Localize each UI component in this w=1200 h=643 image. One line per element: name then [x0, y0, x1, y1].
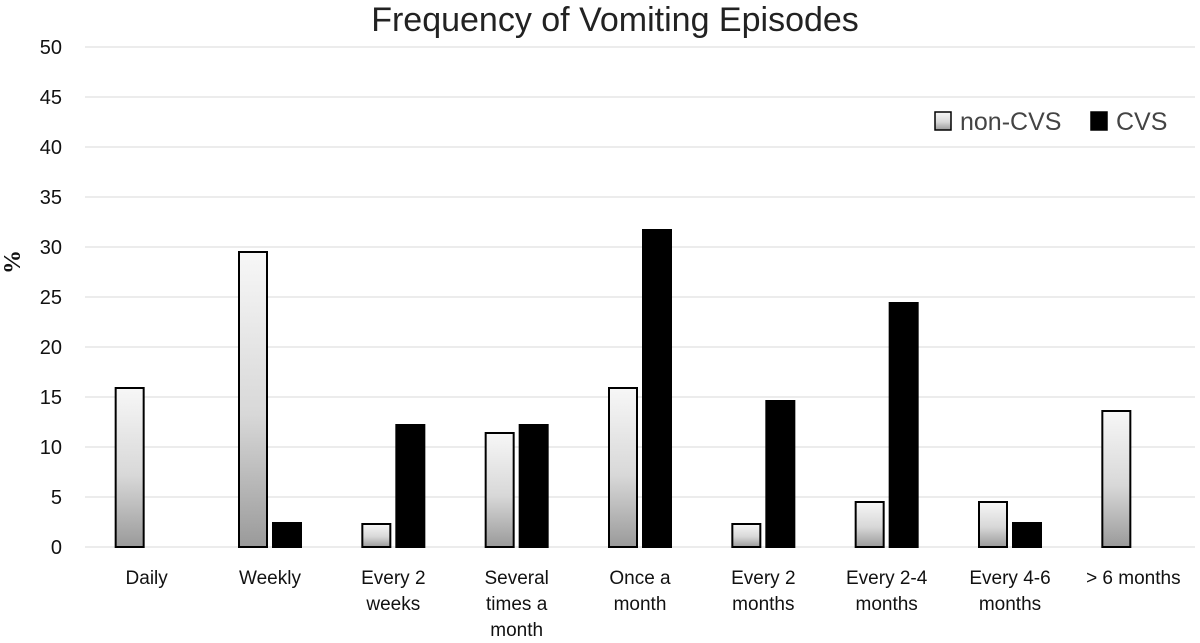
y-tick-label: 5: [51, 487, 62, 509]
bar-non-cvs-1: [238, 251, 268, 548]
bar-cvs-1: [272, 522, 302, 548]
x-tick-label: Several times a month: [484, 568, 548, 641]
y-tick-labels: 0 5 10 15 20 25 30 35 40 45 50: [40, 37, 62, 559]
bar-non-cvs-5: [731, 523, 762, 548]
y-tick-label: 10: [40, 437, 62, 459]
x-tick-label: Daily: [126, 568, 169, 589]
bar-non-cvs-8: [1101, 410, 1132, 548]
legend-label: CVS: [1116, 108, 1167, 136]
y-axis-label: %: [0, 250, 26, 274]
y-tick-label: 15: [40, 387, 62, 409]
bar-cvs-7: [1012, 522, 1042, 548]
y-tick-label: 30: [40, 237, 62, 259]
y-tick-label: 25: [40, 287, 62, 309]
chart-title: Frequency of Vomiting Episodes: [371, 1, 859, 39]
y-tick-label: 0: [51, 537, 62, 559]
bar-cvs-6: [888, 302, 919, 548]
bar-non-cvs-4: [608, 387, 638, 548]
bar-non-cvs-0: [114, 387, 145, 548]
x-tick-label: Weekly: [239, 568, 301, 589]
bar-non-cvs-2: [361, 523, 392, 548]
x-tick-label: Every 4-6 months: [969, 568, 1050, 615]
bar-non-cvs-6: [854, 501, 885, 548]
bar-non-cvs-3: [484, 432, 515, 548]
x-tick-label: Every 2 weeks: [361, 568, 425, 615]
x-tick-label: > 6 months: [1086, 568, 1181, 589]
y-tick-label: 50: [40, 37, 62, 59]
y-tick-label: 20: [40, 337, 62, 359]
bar-cvs-5: [765, 400, 796, 548]
x-tick-labels: Daily Weekly Every 2 weeks Several times a mon…: [126, 568, 1181, 641]
legend: non-CVS CVS: [934, 108, 1167, 136]
legend-swatch: [934, 111, 952, 131]
y-tick-label: 40: [40, 137, 62, 159]
x-tick-label: Every 2 months: [731, 568, 795, 615]
legend-swatch: [1090, 111, 1108, 131]
bar-cvs-4: [642, 229, 672, 548]
y-tick-label: 35: [40, 187, 62, 209]
y-tick-label: 45: [40, 87, 62, 109]
gridlines: [85, 46, 1195, 548]
bars: [114, 229, 1132, 548]
x-tick-label: Once a month: [609, 568, 671, 615]
x-tick-label: Every 2-4 months: [846, 568, 928, 615]
bar-cvs-3: [518, 424, 549, 548]
legend-label: non-CVS: [960, 108, 1061, 136]
bar-non-cvs-7: [978, 501, 1008, 548]
bar-cvs-2: [395, 424, 426, 548]
